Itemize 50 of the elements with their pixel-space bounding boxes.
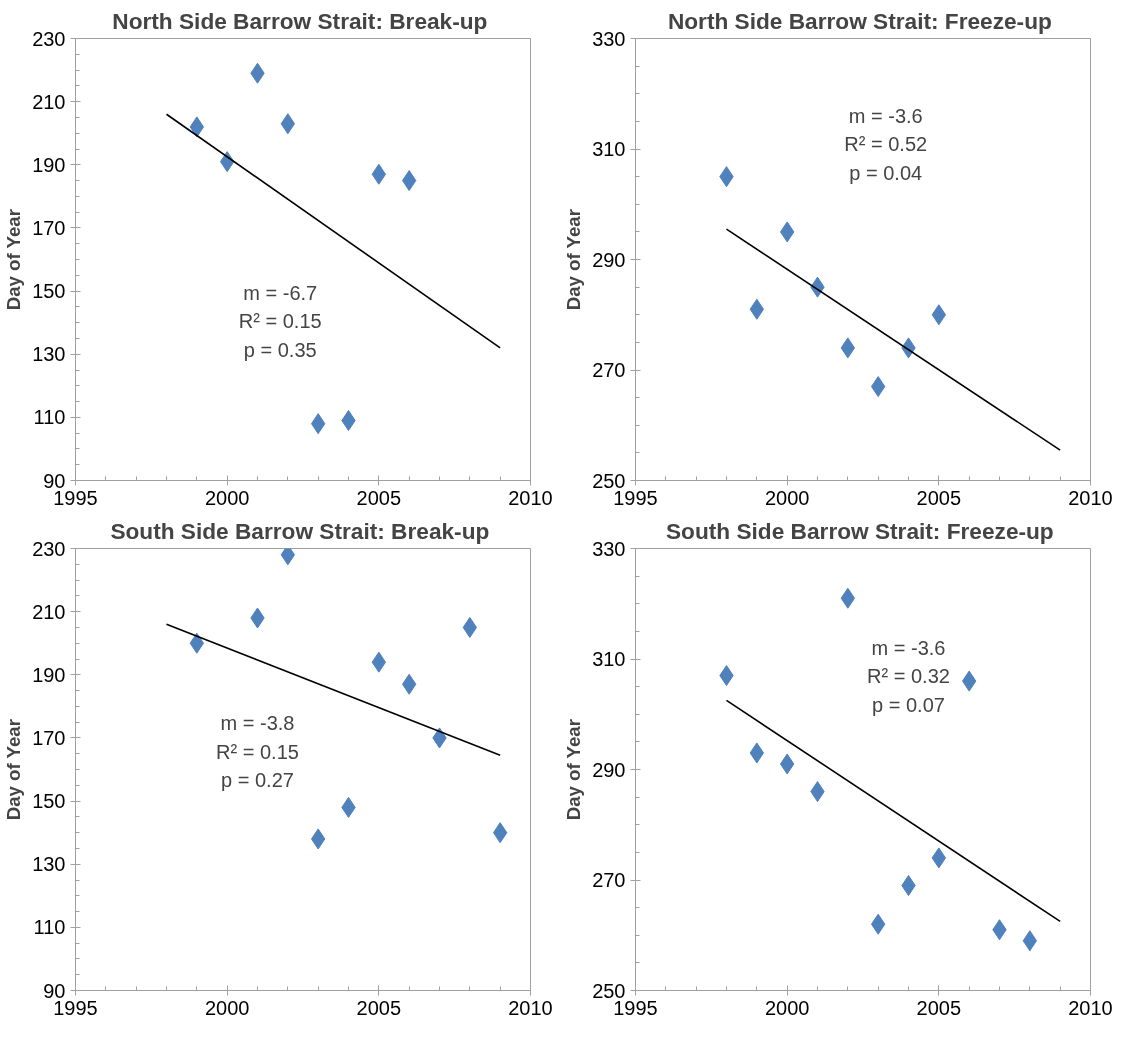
chart-title: North Side Barrow Strait: Freeze-up — [667, 7, 1052, 34]
x-tick-label: 2010 — [508, 996, 553, 1019]
x-tick-label: 2010 — [1068, 486, 1113, 509]
annotation: m = -3.8 R² = 0.15 p = 0.27 — [216, 712, 299, 792]
y-tick-label: 190 — [32, 153, 66, 176]
y-tick-label: 270 — [592, 359, 626, 381]
annotation: m = -6.7 R² = 0.15 p = 0.35 — [238, 281, 322, 361]
y-tick-label: 310 — [592, 648, 626, 670]
y-tick-label: 330 — [592, 27, 626, 50]
annotation: m = -3.6 R² = 0.52 p = 0.04 — [844, 104, 928, 184]
y-tick-label: 90 — [43, 469, 66, 492]
y-axis-title: Day of Year — [3, 209, 25, 311]
y-axis-title: Day of Year — [563, 719, 585, 821]
x-tick-label: 2010 — [1068, 996, 1113, 1019]
y-tick-label: 330 — [592, 537, 626, 560]
x-tick-label: 2005 — [916, 996, 962, 1019]
y-tick-label: 190 — [32, 663, 66, 686]
chart-title: South Side Barrow Strait: Break-up — [110, 517, 490, 544]
x-tick-label: 2005 — [356, 996, 402, 1019]
y-tick-label: 110 — [33, 406, 66, 429]
x-tick-label: 2000 — [204, 486, 250, 509]
y-tick-label: 250 — [592, 469, 626, 492]
x-tick-label: 2000 — [204, 996, 250, 1019]
x-tick-label: 2005 — [916, 486, 962, 509]
y-tick-label: 150 — [32, 790, 66, 813]
y-tick-label: 130 — [32, 853, 66, 876]
y-tick-label: 270 — [592, 869, 626, 891]
y-axis-title: Day of Year — [3, 719, 25, 821]
y-tick-label: 230 — [32, 537, 66, 560]
x-tick-label: 2000 — [764, 996, 810, 1019]
y-tick-label: 290 — [592, 248, 626, 271]
annotation: m = -3.6 R² = 0.32 p = 0.07 — [867, 636, 950, 717]
y-tick-label: 150 — [32, 280, 66, 303]
y-tick-label: 170 — [32, 216, 66, 239]
y-tick-label: 210 — [32, 90, 66, 113]
x-tick-label: 2010 — [508, 486, 553, 509]
chart-title: South Side Barrow Strait: Freeze-up — [665, 517, 1054, 544]
y-axis-title: Day of Year — [563, 209, 585, 311]
y-tick-label: 290 — [592, 758, 626, 781]
y-tick-label: 230 — [32, 27, 66, 50]
y-tick-label: 130 — [32, 343, 66, 366]
y-tick-label: 90 — [43, 979, 66, 1002]
x-tick-label: 2000 — [764, 486, 810, 509]
y-tick-label: 310 — [592, 138, 626, 160]
y-tick-label: 210 — [32, 600, 66, 623]
y-tick-label: 170 — [32, 726, 66, 749]
chart-title: North Side Barrow Strait: Break-up — [112, 7, 488, 34]
x-tick-label: 2005 — [356, 486, 402, 509]
y-tick-label: 110 — [33, 916, 66, 939]
y-tick-label: 250 — [592, 979, 626, 1002]
